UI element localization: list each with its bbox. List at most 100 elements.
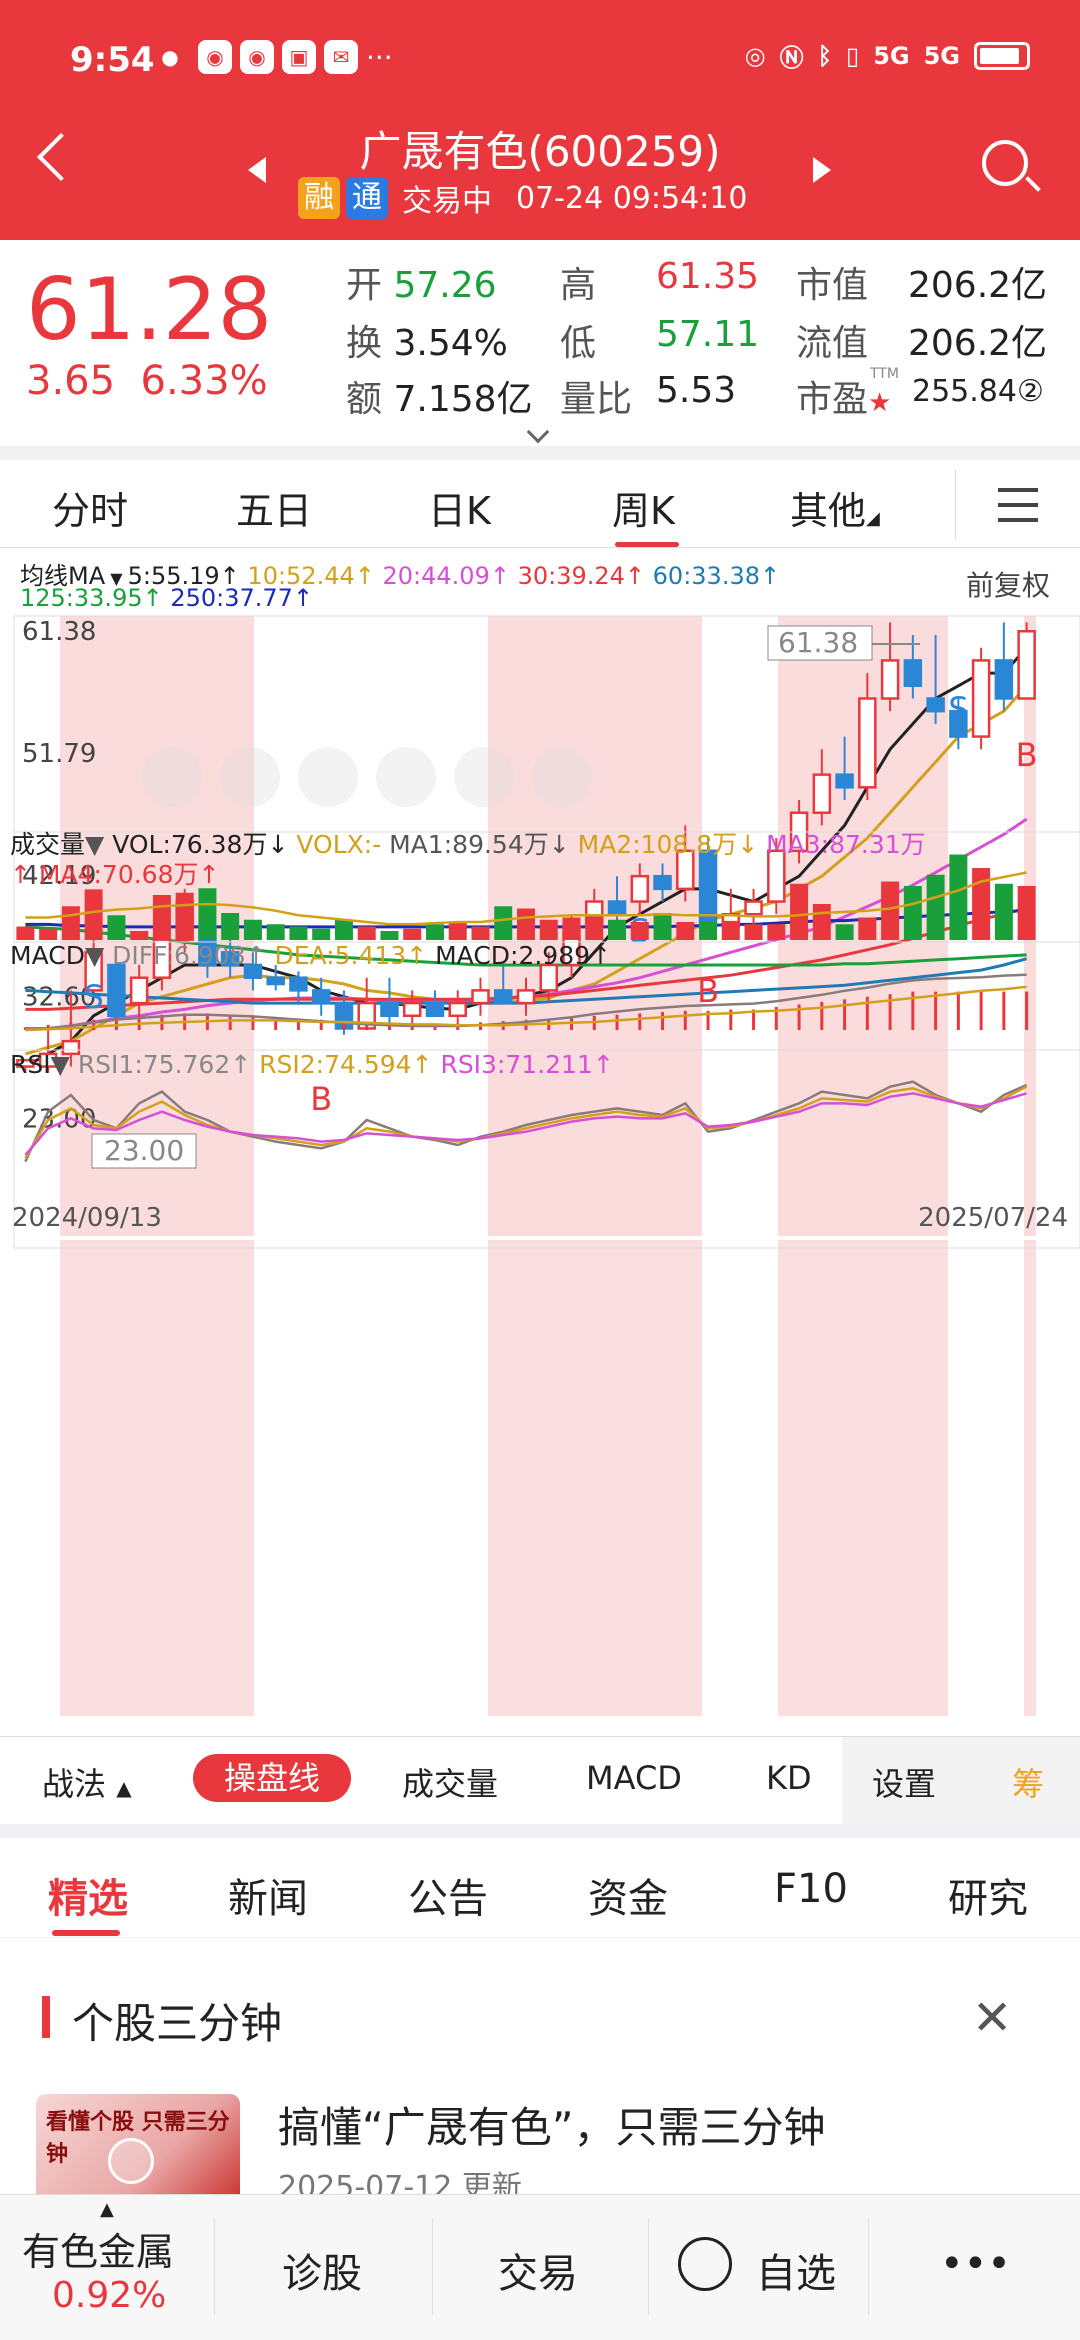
x-end-label: 2025/07/24 xyxy=(918,1203,1068,1233)
open-cell: 开 57.26 xyxy=(346,256,497,308)
pe-label: 市盈 xyxy=(796,379,869,420)
ma-selector[interactable]: 均线MA xyxy=(20,562,106,590)
tab-research[interactable]: 研究 xyxy=(948,1876,1028,1922)
candle-body xyxy=(471,989,490,1005)
tab-daily-k[interactable]: 日K xyxy=(428,489,491,533)
expand-chevron-icon[interactable] xyxy=(526,420,550,444)
trade-status: 交易中 xyxy=(402,184,492,219)
diagnose-button[interactable]: 诊股 xyxy=(282,2251,362,2297)
kd-button[interactable]: KD xyxy=(766,1759,812,1797)
next-stock-icon[interactable] xyxy=(813,157,831,183)
candle-body xyxy=(858,697,877,789)
tab-five-day[interactable]: 五日 xyxy=(236,489,313,533)
volume-bar xyxy=(61,906,80,940)
volume-bar xyxy=(380,931,399,940)
max-marker-box xyxy=(767,625,873,661)
turnover-label: 换 xyxy=(346,323,383,364)
tab-news[interactable]: 新闻 xyxy=(228,1876,308,1922)
vr-value: 5.53 xyxy=(656,370,737,411)
more-button[interactable]: ••• xyxy=(940,2241,1011,2287)
status-time: 9:54 xyxy=(70,40,155,80)
ma-values: 5:55.19↑ 10:52.44↑ 20:44.09↑ 30:39.24↑ 6… xyxy=(128,562,781,590)
connect-badge: 通 xyxy=(346,177,388,219)
volume-button[interactable]: 成交量 xyxy=(402,1765,499,1803)
candle-body xyxy=(402,1001,422,1018)
active-tab-indicator xyxy=(615,542,679,547)
tab-intraday[interactable]: 分时 xyxy=(52,489,129,533)
candle-body xyxy=(61,1039,81,1056)
amount-value: 7.158亿 xyxy=(393,379,533,420)
tab-announcement[interactable]: 公告 xyxy=(408,1876,488,1922)
open-value: 57.26 xyxy=(393,265,497,306)
last-price: 61.28 xyxy=(26,260,273,360)
trade-status-row: 融 通 交易中 07-24 09:54:10 xyxy=(298,176,747,220)
volume-bar xyxy=(312,928,331,940)
status-right: ◎ Ⓝ ᛒ ▯ 5G 5G xyxy=(745,38,1030,73)
bluetooth-icon: ᛒ xyxy=(817,41,832,70)
volume-bar xyxy=(676,922,695,940)
tab-featured[interactable]: 精选 xyxy=(48,1876,128,1922)
prev-stock-icon[interactable] xyxy=(248,157,266,183)
turnover-cell: 换 3.54% xyxy=(346,314,508,366)
high-cell: 高 61.35 xyxy=(560,256,759,308)
tab-other[interactable]: 其他◢ xyxy=(790,480,880,535)
corner-arrow-icon: ◢ xyxy=(866,508,880,529)
article-title[interactable]: 搞懂“广晟有色”，只需三分钟 xyxy=(278,2103,826,2152)
watchlist-button[interactable]: 自选 xyxy=(756,2251,836,2297)
candle-body xyxy=(16,1058,35,1068)
adjust-toggle[interactable]: 前复权 xyxy=(966,569,1051,602)
macd-dea-line xyxy=(25,985,1027,1032)
ma-line xyxy=(25,925,1027,967)
chip-button[interactable]: 筹 xyxy=(1012,1765,1045,1803)
back-icon[interactable] xyxy=(36,132,86,182)
tab-funds[interactable]: 资金 xyxy=(588,1876,668,1922)
rsi-line xyxy=(24,1092,1027,1156)
volume-bar xyxy=(881,881,900,940)
volume-bar xyxy=(39,928,58,940)
search-icon[interactable] xyxy=(982,140,1028,186)
tactic-button[interactable]: 战法 ▲ xyxy=(42,1759,132,1805)
sector-name[interactable]: 有色金属 xyxy=(22,2230,175,2274)
chart-menu-button[interactable] xyxy=(955,470,1079,540)
settings-button[interactable]: 设置 xyxy=(872,1765,937,1803)
open-label: 开 xyxy=(346,265,383,306)
volume-bar xyxy=(994,883,1013,940)
candle-body xyxy=(425,1001,445,1018)
low-label: 低 xyxy=(560,323,597,364)
buy-marker: B xyxy=(697,972,719,1010)
status-notifications: ● ◉ ◉ ▣ ✉ ··· xyxy=(150,40,393,74)
candle-body xyxy=(607,900,627,916)
volume-legend-2: ↑ MA4:70.68万↑ xyxy=(10,860,219,889)
vibrate-icon: ▯ xyxy=(845,41,860,70)
signal-icon: 5G xyxy=(923,41,960,70)
tab-weekly-k[interactable]: 周K xyxy=(612,489,675,533)
candle-body xyxy=(38,1052,58,1068)
app-header: 9:54 ● ◉ ◉ ▣ ✉ ··· ◎ Ⓝ ᛒ ▯ 5G 5G 广晟有色(60… xyxy=(0,0,1080,240)
thumbnail-text: 看懂个股 只需三分钟 xyxy=(46,2110,230,2167)
max-marker-label: 61.38 xyxy=(778,626,858,659)
tab-f10[interactable]: F10 xyxy=(774,1866,848,1912)
main-panel-frame xyxy=(13,615,1080,1249)
app-notify-icon: ◉ xyxy=(198,40,232,74)
macd-legend: MACD▼ DIFF:6.908↑ DEA:5.413↑ MACD:2.989↑ xyxy=(10,941,611,970)
volume-bar xyxy=(107,915,126,940)
volume-bar xyxy=(152,895,171,940)
close-icon[interactable]: ✕ xyxy=(972,1990,1013,2046)
buy-marker: B xyxy=(310,1080,332,1118)
candle-body xyxy=(744,900,763,916)
caret-up-icon: ▲ xyxy=(116,1776,132,1800)
ma-value: 5:55.19↑ xyxy=(127,562,248,590)
macd-button[interactable]: MACD xyxy=(586,1759,682,1797)
app-notify-icon: ✉ xyxy=(324,40,358,74)
float-cell: 流值 206.2亿 xyxy=(796,314,1047,366)
vr-label: 量比 xyxy=(560,379,633,420)
volume-bar xyxy=(653,913,672,940)
play-icon[interactable] xyxy=(108,2138,154,2184)
trade-button[interactable]: 交易 xyxy=(498,2251,578,2297)
trade-line-button[interactable]: 操盘线 xyxy=(193,1754,351,1802)
ma-value: 30:39.24↑ xyxy=(517,562,653,590)
ma-value: 125:33.95↑ xyxy=(20,584,171,612)
indicator-toolbar: 战法 ▲ 操盘线 成交量 MACD KD 设置 筹 xyxy=(0,1736,1080,1825)
divider xyxy=(868,2219,869,2315)
